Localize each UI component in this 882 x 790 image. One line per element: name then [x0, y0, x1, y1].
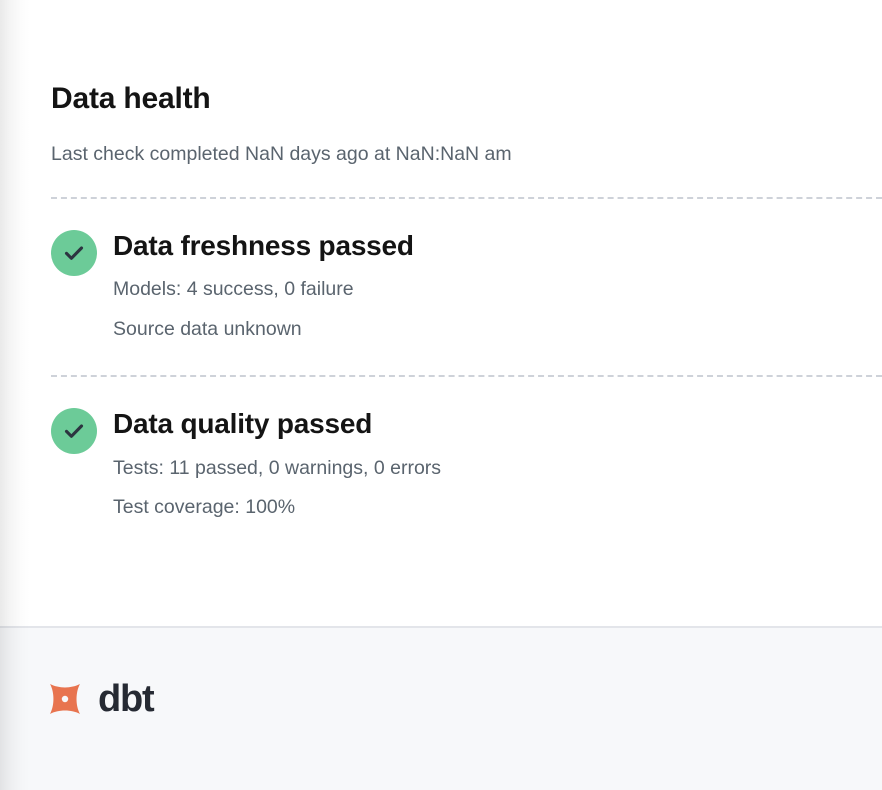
status-detail-test-coverage: Test coverage: 100% — [113, 496, 296, 519]
status-text-group: Data quality passed Tests: 11 passed, 0 … — [113, 406, 441, 519]
status-detail-source-data: Source data unknown — [113, 317, 302, 340]
divider-top — [51, 196, 882, 199]
check-circle-icon — [51, 408, 97, 455]
status-detail-tests: Tests: 11 passed, 0 warnings, 0 errors — [113, 456, 442, 479]
status-row-data-freshness[interactable]: Data freshness passed Models: 4 success,… — [0, 199, 882, 341]
status-title: Data quality passed — [113, 408, 373, 440]
status-row-data-quality[interactable]: Data quality passed Tests: 11 passed, 0 … — [0, 377, 882, 519]
panel-header: Data health Last check completed NaN day… — [0, 0, 882, 167]
dbt-wordmark: dbt — [98, 678, 155, 720]
divider-middle — [51, 375, 882, 378]
dbt-brand[interactable]: dbt — [42, 676, 858, 722]
status-detail-models: Models: 4 success, 0 failure — [113, 278, 354, 301]
page-title: Data health — [51, 82, 211, 115]
panel-footer: dbt — [0, 626, 882, 790]
panel-body: Data health Last check completed NaN day… — [0, 0, 882, 519]
last-check-status-text: Last check completed NaN days ago at NaN… — [51, 142, 512, 165]
status-text-group: Data freshness passed Models: 4 success,… — [113, 228, 414, 341]
check-circle-icon — [51, 229, 97, 276]
dbt-logo-icon — [42, 676, 88, 722]
status-title: Data freshness passed — [113, 229, 414, 261]
